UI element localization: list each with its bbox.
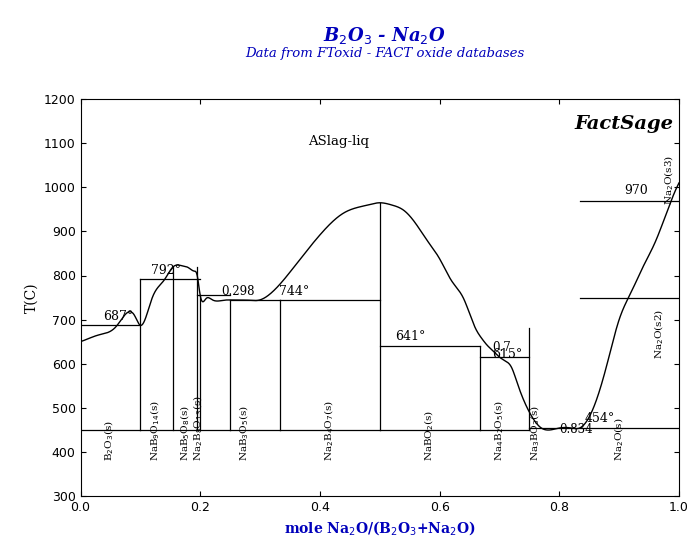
Text: NaB$_5$O$_8$(s): NaB$_5$O$_8$(s) xyxy=(178,404,192,461)
Text: Na$_2$B$_8$O$_{13}$(s): Na$_2$B$_8$O$_{13}$(s) xyxy=(192,395,205,461)
Text: Na$_3$BO$_3$(s): Na$_3$BO$_3$(s) xyxy=(528,404,542,461)
Text: 454°: 454° xyxy=(585,412,615,425)
Text: ASlag-liq: ASlag-liq xyxy=(308,134,369,148)
Text: B$_2$O$_3$(s): B$_2$O$_3$(s) xyxy=(102,420,116,461)
Text: 744°: 744° xyxy=(279,284,309,298)
Text: 0.7: 0.7 xyxy=(492,341,511,354)
X-axis label: mole Na$_2$O/(B$_2$O$_3$+Na$_2$O): mole Na$_2$O/(B$_2$O$_3$+Na$_2$O) xyxy=(284,519,475,537)
Text: Data from FToxid - FACT oxide databases: Data from FToxid - FACT oxide databases xyxy=(246,47,524,60)
Text: 0.298: 0.298 xyxy=(222,284,256,298)
Text: 792°: 792° xyxy=(151,264,181,277)
Text: NaBO$_2$(s): NaBO$_2$(s) xyxy=(422,409,435,461)
Text: 0.834: 0.834 xyxy=(559,423,593,436)
Text: Na$_2$O(s3): Na$_2$O(s3) xyxy=(663,155,676,205)
Text: 641°: 641° xyxy=(395,331,425,343)
Text: Na$_2$O(s2): Na$_2$O(s2) xyxy=(652,309,666,359)
Text: NaB$_9$O$_{14}$(s): NaB$_9$O$_{14}$(s) xyxy=(148,400,162,461)
Text: NaB$_3$O$_5$(s): NaB$_3$O$_5$(s) xyxy=(237,404,251,461)
Y-axis label: T(C): T(C) xyxy=(25,282,38,313)
Text: 970: 970 xyxy=(624,185,648,197)
Text: Na$_2$O(s): Na$_2$O(s) xyxy=(612,417,626,461)
Text: 615°: 615° xyxy=(492,348,522,360)
Text: Na$_4$B$_2$O$_5$(s): Na$_4$B$_2$O$_5$(s) xyxy=(493,399,506,461)
Text: B$_2$O$_3$ - Na$_2$O: B$_2$O$_3$ - Na$_2$O xyxy=(323,25,447,46)
Text: 687°: 687° xyxy=(103,310,134,323)
Text: Na$_2$B$_4$O$_7$(s): Na$_2$B$_4$O$_7$(s) xyxy=(322,399,336,461)
Text: FactSage: FactSage xyxy=(574,115,673,133)
